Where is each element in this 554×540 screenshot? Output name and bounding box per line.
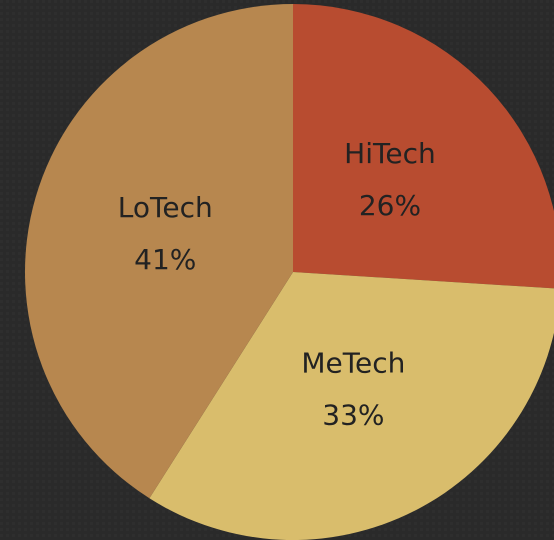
slice-label: HiTech	[344, 137, 436, 170]
pie-slice	[149, 272, 554, 540]
pie-slice	[25, 4, 294, 499]
pie-slice	[293, 4, 554, 289]
slice-value-label: 41%	[134, 243, 196, 276]
slice-value-label: 26%	[359, 189, 421, 222]
slice-value-label: 33%	[322, 399, 384, 432]
pie: HiTech 26% MeTech 33% LoTech 41%	[25, 4, 554, 540]
slice-label: LoTech	[118, 191, 213, 224]
slice-label: MeTech	[301, 347, 405, 380]
